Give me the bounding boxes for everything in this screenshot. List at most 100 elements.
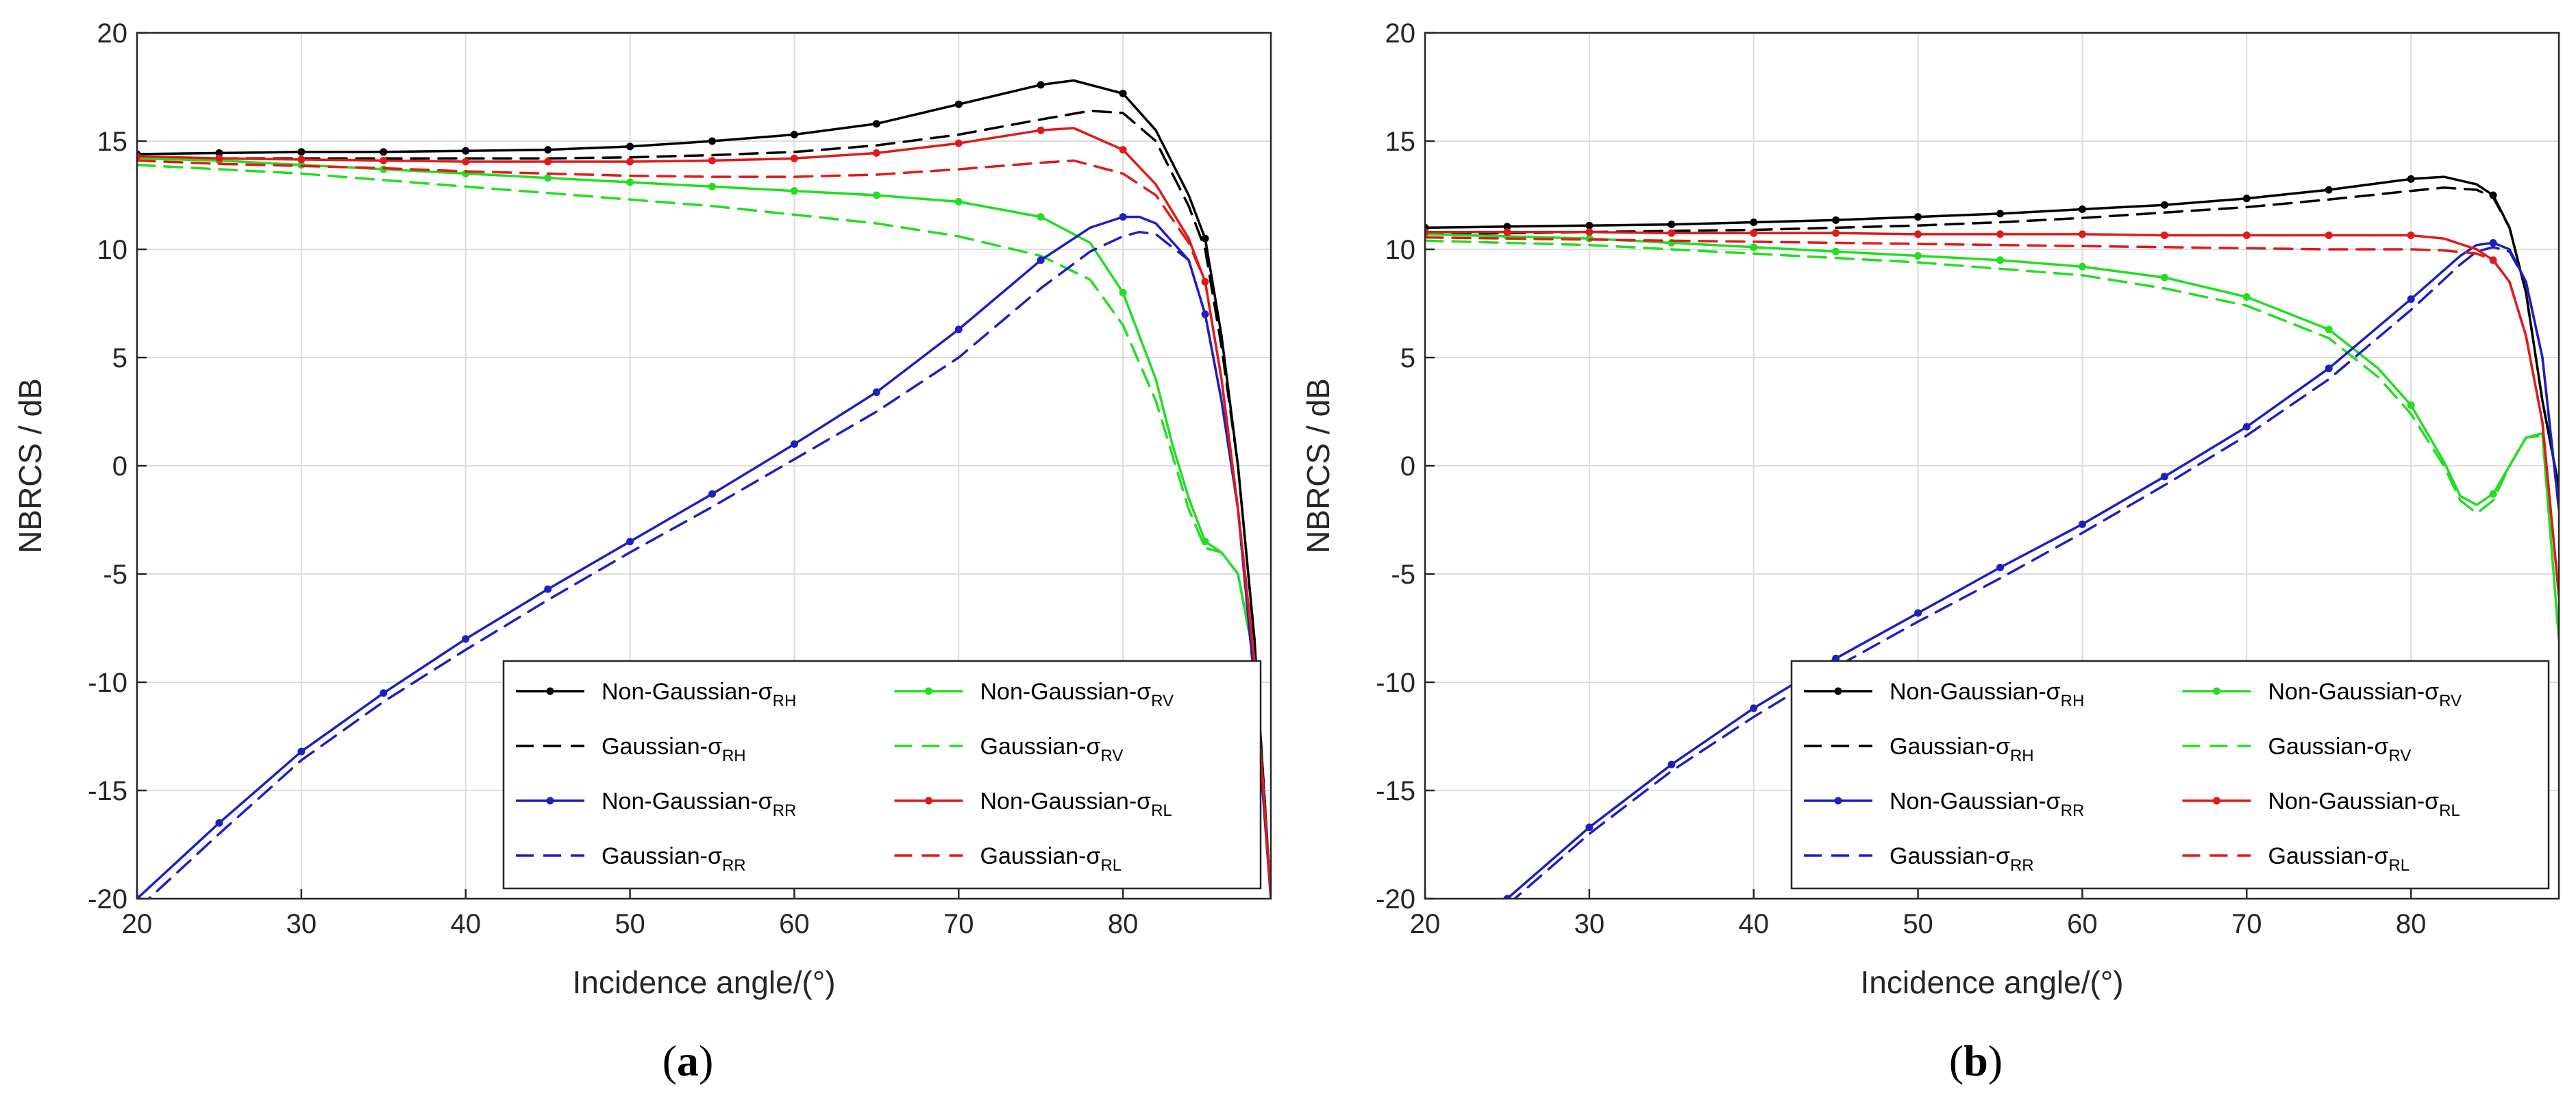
y-tick-label: -10 bbox=[88, 668, 127, 698]
series-line-a-rl-gaussian bbox=[137, 159, 1271, 899]
data-point bbox=[462, 147, 470, 155]
legend-marker bbox=[546, 687, 554, 695]
data-point bbox=[2325, 231, 2333, 239]
y-tick-label: 0 bbox=[112, 451, 127, 482]
data-point bbox=[1503, 895, 1511, 899]
data-point bbox=[872, 120, 880, 128]
data-point bbox=[2078, 205, 2086, 214]
data-point bbox=[708, 182, 716, 190]
data-point bbox=[297, 747, 306, 756]
x-tick-label: 60 bbox=[2067, 909, 2098, 939]
legend-marker bbox=[546, 797, 554, 805]
data-point bbox=[872, 191, 880, 199]
x-tick-label: 70 bbox=[943, 909, 974, 939]
data-point bbox=[1585, 221, 1594, 229]
data-point bbox=[380, 689, 388, 697]
y-tick-label: 15 bbox=[97, 127, 128, 157]
legend-marker bbox=[925, 687, 932, 695]
legend-box bbox=[502, 660, 1262, 890]
data-point bbox=[1668, 229, 1676, 237]
data-point bbox=[1832, 216, 1840, 224]
y-tick-label: 20 bbox=[1385, 18, 1416, 49]
data-point bbox=[1914, 230, 1922, 238]
legend-label: Non-Gaussian-σRH bbox=[602, 679, 796, 710]
y-tick-label: 10 bbox=[97, 235, 128, 265]
x-tick-label: 40 bbox=[1738, 909, 1769, 939]
data-point bbox=[708, 137, 716, 145]
series-line-b-rv-non-gaussian bbox=[1425, 233, 2559, 640]
legend-label: Non-Gaussian-σRV bbox=[2268, 679, 2462, 710]
data-point bbox=[1750, 704, 1758, 712]
data-point bbox=[137, 895, 141, 899]
series-line-a-rh-gaussian bbox=[137, 110, 1271, 899]
x-tick-label: 30 bbox=[286, 909, 317, 939]
x-tick-label: 20 bbox=[1410, 909, 1441, 939]
legend-label: Gaussian-σRR bbox=[1890, 843, 2034, 875]
data-point bbox=[2078, 520, 2086, 528]
data-point bbox=[2407, 231, 2415, 239]
legend-label: Gaussian-σRL bbox=[980, 843, 1122, 875]
x-tick-label: 50 bbox=[615, 909, 645, 939]
y-tick-label: -5 bbox=[103, 560, 127, 590]
y-tick-label: 10 bbox=[1385, 235, 1416, 265]
x-tick-label: 40 bbox=[450, 909, 481, 939]
data-point bbox=[872, 388, 880, 397]
data-point bbox=[2078, 230, 2086, 238]
data-point bbox=[297, 148, 306, 156]
x-tick-label: 80 bbox=[2396, 909, 2427, 939]
panel-caption: (b) bbox=[1949, 1036, 2003, 1085]
data-point bbox=[1668, 221, 1676, 229]
legend-label: Non-Gaussian-σRH bbox=[1890, 679, 2084, 710]
legend-label: Non-Gaussian-σRV bbox=[980, 679, 1174, 710]
data-point bbox=[1119, 146, 1127, 154]
data-point bbox=[626, 178, 634, 186]
data-point bbox=[380, 156, 388, 164]
data-point bbox=[1996, 210, 2004, 218]
data-point bbox=[215, 819, 223, 827]
data-point bbox=[708, 490, 716, 498]
data-point bbox=[626, 142, 634, 151]
data-point bbox=[1119, 89, 1127, 97]
panel-caption: (a) bbox=[662, 1036, 714, 1085]
data-point bbox=[1037, 213, 1045, 221]
legend-marker bbox=[2213, 687, 2220, 695]
series-line-a-rv-gaussian bbox=[137, 164, 1271, 899]
data-point bbox=[2242, 423, 2251, 431]
data-point bbox=[544, 585, 552, 593]
data-point bbox=[2160, 201, 2168, 209]
legend-box bbox=[1790, 660, 2550, 890]
legend-marker bbox=[925, 797, 932, 805]
y-tick-label: 0 bbox=[1400, 451, 1415, 482]
data-point bbox=[954, 197, 963, 205]
data-point bbox=[1832, 247, 1840, 256]
data-point bbox=[2325, 325, 2333, 334]
legend-label: Gaussian-σRH bbox=[602, 734, 746, 765]
x-axis-label: Incidence angle/(°) bbox=[572, 964, 835, 1000]
legend-label: Non-Gaussian-σRR bbox=[602, 788, 796, 820]
data-point bbox=[954, 325, 963, 334]
data-point bbox=[1503, 223, 1511, 231]
y-tick-label: -15 bbox=[88, 776, 127, 806]
x-tick-label: 70 bbox=[2231, 909, 2262, 939]
data-point bbox=[1996, 564, 2004, 572]
data-point bbox=[708, 156, 716, 164]
data-point bbox=[2160, 231, 2168, 239]
data-point bbox=[2325, 186, 2333, 194]
y-axis-label: NBRCS / dB bbox=[12, 378, 48, 553]
data-point bbox=[1750, 229, 1758, 237]
series-line-b-rl-non-gaussian bbox=[1425, 230, 2559, 597]
legend-label: Non-Gaussian-σRL bbox=[980, 788, 1172, 820]
legend-label: Non-Gaussian-σRL bbox=[2268, 788, 2460, 820]
y-tick-label: 15 bbox=[1385, 127, 1416, 157]
data-point bbox=[1037, 126, 1045, 134]
data-point bbox=[2078, 262, 2086, 271]
chart-panel-b: 20 30 40 50 60 70 80 -20 -15 -10 -5 0 5 10 15 20 Inciden… bbox=[1300, 18, 2560, 1085]
y-tick-label: -10 bbox=[1376, 668, 1415, 698]
legend: Non-Gaussian-σRH Non-Gaussian-σRV Gaussian… bbox=[1790, 660, 2550, 890]
series-line-b-rv-gaussian bbox=[1425, 239, 2559, 640]
data-point bbox=[1996, 256, 2004, 264]
legend-label: Non-Gaussian-σRR bbox=[1890, 788, 2084, 820]
data-point bbox=[1037, 81, 1045, 89]
data-point bbox=[2407, 175, 2415, 183]
data-point bbox=[1201, 234, 1209, 242]
